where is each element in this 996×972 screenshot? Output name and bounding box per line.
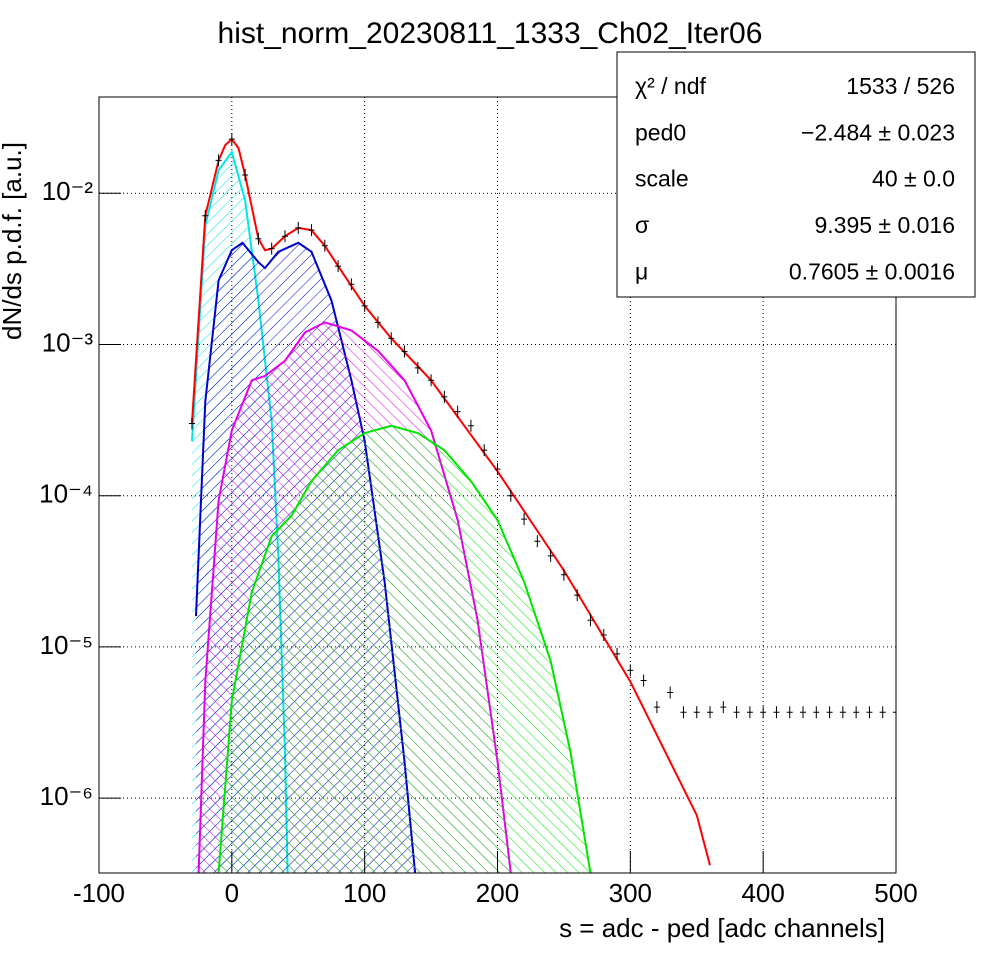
fit-curve: [217, 424, 592, 873]
stats-value: 0.7605 ± 0.0016: [789, 258, 955, 284]
data-point: [773, 706, 780, 719]
data-point: [760, 706, 767, 719]
y-tick-label: 10⁻²: [42, 176, 94, 206]
data-point: [374, 316, 381, 329]
stats-label: σ: [635, 212, 649, 238]
data-point: [614, 647, 621, 660]
y-tick-label: 10⁻⁶: [40, 781, 93, 811]
x-tick-label: 100: [343, 878, 386, 908]
x-tick-label: 0: [225, 878, 239, 908]
data-point: [507, 489, 514, 502]
data-point: [428, 374, 435, 387]
data-point: [866, 706, 873, 719]
data-point: [228, 133, 235, 146]
data-point: [813, 706, 820, 719]
data-point: [361, 299, 368, 312]
data-point: [521, 513, 528, 526]
plot-area: [99, 97, 896, 873]
data-point: [454, 405, 461, 418]
x-axis-label: s = adc - ped [adc channels]: [559, 913, 885, 943]
data-point: [308, 224, 315, 237]
stats-frame: [616, 51, 976, 298]
y-tick-label: 10⁻³: [42, 327, 94, 357]
x-tick-label: -100: [73, 878, 125, 908]
data-point: [600, 628, 607, 641]
x-tick-label: 200: [476, 878, 519, 908]
data-point: [242, 169, 249, 182]
x-tick-label: 500: [874, 878, 917, 908]
data-point: [534, 535, 541, 548]
data-point: [574, 589, 581, 602]
data-point: [800, 706, 807, 719]
stats-value: 1533 / 526: [846, 73, 955, 99]
data-point: [547, 549, 554, 562]
stats-label: μ: [635, 258, 648, 284]
hatch-area: [218, 425, 591, 873]
data-point: [401, 345, 408, 358]
data-point: [826, 706, 833, 719]
data-point: [653, 701, 660, 714]
data-point: [494, 463, 501, 476]
axes: -100 0 100 200 300 400 500 10⁻⁶ 10⁻⁵ 10⁻⁴ 10⁻³ 10⁻²: [39, 176, 918, 908]
x-tick-label: 300: [609, 878, 652, 908]
x-tick-label: 400: [741, 878, 784, 908]
data-point: [268, 242, 275, 255]
data-point: [215, 154, 222, 167]
stats-value: 9.395 ± 0.016: [814, 212, 955, 238]
chart-title: hist_norm_20230811_1333_Ch02_Iter06: [218, 17, 763, 50]
data-point: [839, 706, 846, 719]
data-point: [746, 706, 753, 719]
data-point: [295, 221, 302, 234]
stats-label: χ² / ndf: [635, 73, 706, 99]
data-point: [707, 706, 714, 719]
data-point: [786, 706, 793, 719]
data-point: [879, 706, 886, 719]
stats-value: 40 ± 0.0: [872, 166, 955, 192]
data-point: [202, 209, 209, 222]
frame: [98, 96, 897, 874]
stats-value: −2.484 ± 0.023: [801, 119, 955, 145]
stats-box: χ² / ndf 1533 / 526 ped0 −2.484 ± 0.023 scal…: [616, 51, 976, 298]
data-point: [441, 390, 448, 403]
data-point: [693, 706, 700, 719]
stats-label: ped0: [635, 119, 686, 145]
data-point: [640, 674, 647, 687]
data-point: [680, 706, 687, 719]
data-point: [667, 686, 674, 699]
fit-curve: [191, 137, 711, 866]
y-axis-label: dN/ds p.d.f. [a.u.]: [0, 142, 27, 340]
data-point: [348, 278, 355, 291]
data-point: [281, 230, 288, 243]
data-point: [481, 444, 488, 457]
data-point: [467, 419, 474, 432]
stats-label: scale: [635, 166, 689, 192]
data-point: [560, 568, 567, 581]
data-point: [733, 706, 740, 719]
y-tick-label: 10⁻⁴: [39, 479, 93, 509]
data-point: [388, 332, 395, 345]
data-point: [414, 361, 421, 374]
data-point: [627, 664, 634, 677]
data-point: [255, 232, 262, 245]
data-point: [720, 701, 727, 714]
data-point: [587, 614, 594, 627]
data-point: [321, 239, 328, 252]
data-point: [853, 706, 860, 719]
data-point: [188, 417, 195, 430]
data-point: [335, 260, 342, 273]
data-point: [893, 706, 896, 719]
y-tick-label: 10⁻⁵: [40, 630, 93, 660]
